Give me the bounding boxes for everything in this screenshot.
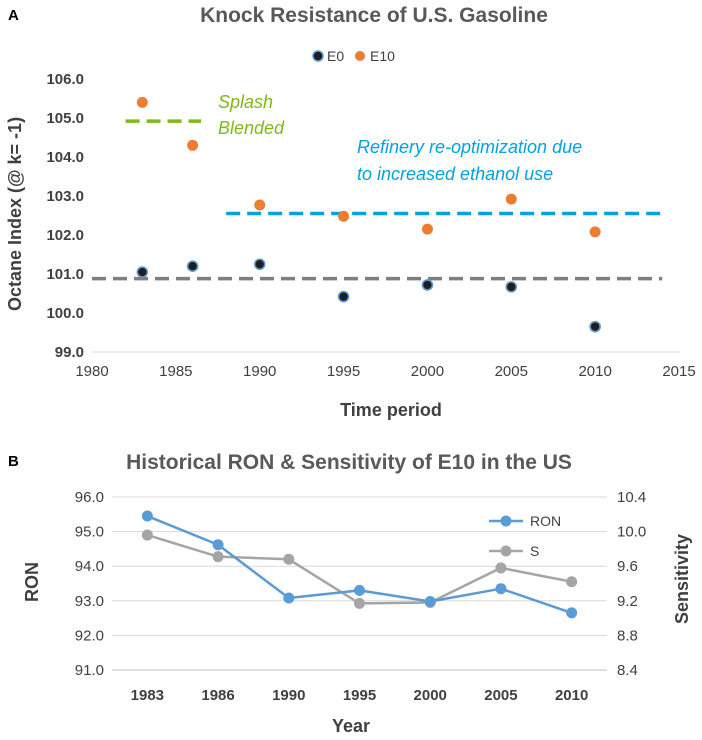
chart-panel-b: B Historical RON & Sensitivity of E10 in… xyxy=(8,451,692,736)
y-tick-label-a-1: 100.0 xyxy=(46,305,84,322)
annotation-refinery-line-2: to increased ethanol use xyxy=(357,164,553,184)
y-tick-label-b-3: 94.0 xyxy=(75,558,104,575)
y2-tick-labels-b: 8.4 8.8 9.2 9.6 10.0 10.4 xyxy=(617,489,646,679)
point-e10-2000 xyxy=(421,223,433,235)
point-s-1990 xyxy=(283,553,295,565)
point-e0-1983 xyxy=(136,266,149,278)
legend-marker-ron xyxy=(500,515,512,527)
point-e0-2010 xyxy=(589,320,601,333)
y-axis-label-a: Octane Index (@ k= -1) xyxy=(5,117,25,311)
series-b xyxy=(141,510,578,619)
chart-panel-a: A Knock Resistance of U.S. Gasoline E0 E… xyxy=(5,4,696,420)
legend-label-e0: E0 xyxy=(327,48,344,64)
y2-tick-label-b-0: 8.4 xyxy=(617,662,638,679)
point-ron-2010 xyxy=(566,607,578,619)
point-ron-2005 xyxy=(495,583,507,595)
y-tick-label-a-0: 99.0 xyxy=(55,344,84,361)
x-tick-label-a-1: 1985 xyxy=(159,363,192,380)
x-tick-label-b-3: 1995 xyxy=(343,687,376,704)
x-tick-label-a-5: 2005 xyxy=(495,363,528,380)
legend-label-e10: E10 xyxy=(370,48,395,64)
point-ron-1983 xyxy=(141,510,153,522)
point-e10-2005 xyxy=(505,193,517,205)
x-tick-label-a-7: 2015 xyxy=(662,363,695,380)
panel-label-b: B xyxy=(8,453,19,470)
y-tick-label-a-6: 105.0 xyxy=(46,110,84,127)
y-tick-label-a-3: 102.0 xyxy=(46,227,84,244)
point-e10-1983 xyxy=(136,96,148,108)
y2-tick-label-b-4: 10.0 xyxy=(617,524,646,541)
y2-tick-label-b-2: 9.2 xyxy=(617,593,638,610)
annotation-splash-line-2: Blended xyxy=(218,118,285,138)
x-tick-label-a-0: 1980 xyxy=(75,363,108,380)
x-tick-label-b-0: 1983 xyxy=(131,687,164,704)
y2-tick-label-b-3: 9.6 xyxy=(617,558,638,575)
point-s-1983 xyxy=(141,529,153,541)
y-axis-label-b: RON xyxy=(22,562,42,602)
y-tick-labels-a: 99.0 100.0 101.0 102.0 103.0 104.0 105.0 106.0 xyxy=(46,71,84,361)
legend-label-s: S xyxy=(530,543,539,559)
x-tick-label-a-4: 2000 xyxy=(411,363,444,380)
legend-marker-e10 xyxy=(355,51,365,61)
y2-axis-label-b: Sensitivity xyxy=(672,534,692,624)
y-tick-label-a-5: 104.0 xyxy=(46,149,84,166)
y2-tick-label-b-5: 10.4 xyxy=(617,489,646,506)
gridlines-b xyxy=(112,496,607,671)
y-tick-label-b-2: 93.0 xyxy=(75,593,104,610)
point-s-2005 xyxy=(495,562,507,574)
point-e0-2000 xyxy=(421,279,434,291)
point-ron-1990 xyxy=(283,592,295,604)
legend-b: RON S xyxy=(489,513,561,559)
y-tick-label-b-4: 95.0 xyxy=(75,524,104,541)
point-e10-1990 xyxy=(254,199,266,211)
chart-title-a: Knock Resistance of U.S. Gasoline xyxy=(200,4,548,27)
point-e0-2005 xyxy=(505,281,518,293)
x-tick-label-a-3: 1995 xyxy=(327,363,360,380)
y-tick-label-a-7: 106.0 xyxy=(46,71,84,88)
y-tick-label-a-4: 103.0 xyxy=(46,188,84,205)
legend-marker-s xyxy=(500,545,512,557)
y-tick-labels-b: 91.0 92.0 93.0 94.0 95.0 96.0 xyxy=(75,489,104,679)
point-ron-1995 xyxy=(354,584,365,596)
point-e10-1986 xyxy=(187,139,199,151)
x-tick-label-b-1: 1986 xyxy=(201,687,234,704)
x-tick-label-b-5: 2005 xyxy=(484,687,517,704)
panel-label-a: A xyxy=(8,7,19,24)
point-e0-1990 xyxy=(253,258,266,271)
x-tick-label-b-2: 1990 xyxy=(272,687,305,704)
legend-label-ron: RON xyxy=(530,513,561,529)
point-e0-1995 xyxy=(337,290,350,303)
x-tick-label-b-4: 2000 xyxy=(414,687,447,704)
x-tick-labels-b: 1983 1986 1990 1995 2000 2005 2010 xyxy=(131,687,589,704)
y-tick-label-b-0: 91.0 xyxy=(75,662,104,679)
x-tick-label-b-6: 2010 xyxy=(555,687,588,704)
x-tick-label-a-6: 2010 xyxy=(578,363,611,380)
point-e0-1986 xyxy=(186,260,199,273)
y-tick-label-b-5: 96.0 xyxy=(75,489,104,506)
annotation-refinery-line-1: Refinery re-optimization due xyxy=(357,137,582,157)
point-s-1986 xyxy=(212,551,224,563)
x-tick-label-a-2: 1990 xyxy=(243,363,276,380)
chart-title-b: Historical RON & Sensitivity of E10 in t… xyxy=(126,451,572,474)
legend-a: E0 E10 xyxy=(312,48,395,64)
reference-lines-a xyxy=(92,119,663,281)
point-ron-1986 xyxy=(212,539,224,551)
point-ron-2000 xyxy=(424,595,436,607)
y-tick-label-b-1: 92.0 xyxy=(75,627,104,644)
y-tick-label-a-2: 101.0 xyxy=(46,266,84,283)
x-tick-labels-a: 1980 1985 1990 1995 2000 2005 2010 2015 xyxy=(75,363,695,380)
data-points-a xyxy=(136,96,601,333)
point-e10-2010 xyxy=(589,226,601,238)
point-e10-1995 xyxy=(338,210,350,222)
x-axis-label-b: Year xyxy=(332,716,370,736)
point-s-1995 xyxy=(354,597,365,609)
annotation-splash-line-1: Splash xyxy=(218,92,273,112)
x-axis-label-a: Time period xyxy=(340,400,442,420)
point-s-2010 xyxy=(566,576,578,588)
y2-tick-label-b-1: 8.8 xyxy=(617,627,638,644)
legend-marker-e0 xyxy=(312,50,324,62)
